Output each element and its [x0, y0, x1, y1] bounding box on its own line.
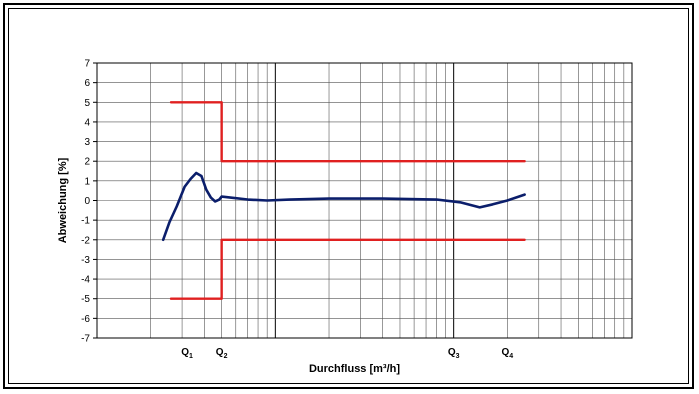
y-tick-label: 4	[84, 117, 90, 128]
y-tick-label: 7	[84, 59, 90, 70]
y-tick-label: 1	[84, 176, 90, 187]
series-layer	[161, 101, 526, 300]
labels-layer: 7 6 5 4 3 2 1 0 -1 -2 -3 -4 -5 -6 -7 Q1 Q2 Q3 Q4	[81, 59, 513, 361]
y-tick-label: -6	[81, 314, 90, 325]
y-tick-label: 0	[84, 196, 90, 207]
y-axis-label: Abweichung [%]	[57, 157, 69, 243]
y-tick-label: 6	[84, 78, 90, 89]
y-tick-label: -5	[81, 294, 90, 305]
grid	[93, 62, 633, 339]
series-line-measured-deviation	[161, 171, 526, 242]
y-tick-label: -2	[81, 235, 90, 246]
chart-frame-inner	[8, 8, 689, 384]
y-tick-label: 2	[84, 157, 90, 168]
x-axis-label: Durchfluss [m³/h]	[309, 363, 400, 375]
x-marker-label-q4: Q4	[502, 347, 514, 360]
y-tick-label: -1	[81, 216, 90, 227]
plot-border	[96, 62, 633, 339]
x-marker-label-q1: Q1	[181, 347, 193, 360]
x-marker-label-q3: Q3	[448, 347, 460, 360]
series-line-error-limit	[169, 101, 526, 163]
series-line-error-limit	[169, 238, 526, 300]
y-tick-label: -3	[81, 255, 90, 266]
y-tick-label: -4	[81, 275, 90, 286]
y-tick-label: 3	[84, 137, 90, 148]
y-tick-label: 5	[84, 98, 90, 109]
x-marker-label-q2: Q2	[216, 347, 228, 360]
y-tick-label: -7	[81, 334, 90, 345]
